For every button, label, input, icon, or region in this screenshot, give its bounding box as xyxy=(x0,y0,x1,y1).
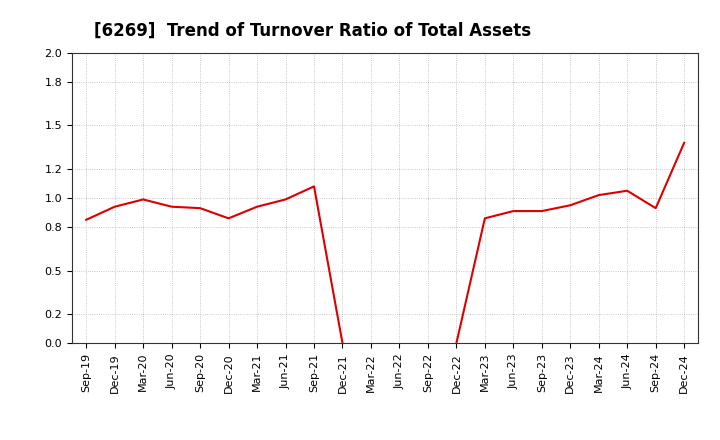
Text: [6269]  Trend of Turnover Ratio of Total Assets: [6269] Trend of Turnover Ratio of Total … xyxy=(94,22,531,40)
